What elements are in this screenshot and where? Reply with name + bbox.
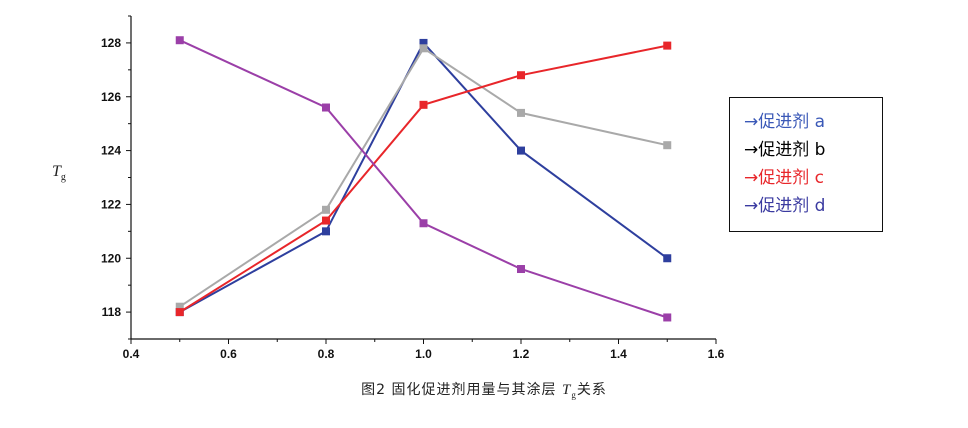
series-2-point [419,44,428,53]
series-4-point [663,313,672,322]
series-2-point [663,141,672,150]
y-tick-label: 124 [101,144,121,158]
x-tick-label: 1.4 [610,347,627,361]
caption-t: Tg [561,382,577,400]
y-tick-label: 126 [101,90,121,104]
series-3-point [175,308,184,317]
line-chart: 0.4 0.6 0.8 1.0 1.2 1.4 1.6 118 120 122 124 126 128 T… [52,15,725,361]
chart-axes: 0.4 0.6 0.8 1.0 1.2 1.4 1.6 118 120 122 124 126 128 T… [52,15,725,361]
y-axis-label: Tg [52,163,66,183]
y-tick-label: 122 [101,197,121,211]
x-tick-label: 0.4 [123,347,140,361]
y-axis-label-main: T [52,163,62,180]
x-tick-label: 1.2 [513,347,530,361]
x-tick-label: 0.6 [220,347,237,361]
y-tick-label: 118 [102,305,122,319]
legend-item-d: →促进剂 d [744,196,826,216]
series-3-point [663,41,672,50]
series-4-point [175,36,184,45]
y-axis-label-sub: g [61,172,66,183]
series-line-4 [179,39,668,319]
series-2-point [517,108,525,117]
series-1-point [322,227,330,236]
series-3-point [419,100,428,109]
caption-suffix: 关系 [576,382,607,398]
caption-prefix: 图2 固化促进剂用量与其涂层 [361,382,562,398]
series-4-point [419,219,428,228]
caption-t-sub: g [571,390,577,400]
series-3-point [322,216,330,225]
x-tick-label: 1.6 [708,347,725,361]
x-tick-label: 0.8 [318,347,335,361]
legend-item-c: →促进剂 c [744,168,824,188]
series-1-point [517,146,525,155]
figure-caption: 图2 固化促进剂用量与其涂层 Tg关系 [0,379,968,400]
series-line-1 [179,41,668,313]
y-tick-label: 120 [101,251,121,265]
legend: →促进剂 a →促进剂 b →促进剂 c →促进剂 d [729,97,883,232]
caption-t-letter: T [561,382,572,398]
series-2-point [322,205,330,214]
legend-item-b: →促进剂 b [744,140,826,160]
series-1-point [663,254,672,263]
y-tick-label: 128 [101,36,121,50]
chart-series [175,36,672,322]
series-line-2 [179,46,668,308]
series-2-point [175,302,184,311]
x-tick-label: 1.0 [415,347,432,361]
legend-item-a: →促进剂 a [744,112,826,132]
series-4-point [517,265,525,274]
series-4-point [322,103,330,112]
series-3-point [517,71,525,80]
series-1-point [419,38,428,47]
